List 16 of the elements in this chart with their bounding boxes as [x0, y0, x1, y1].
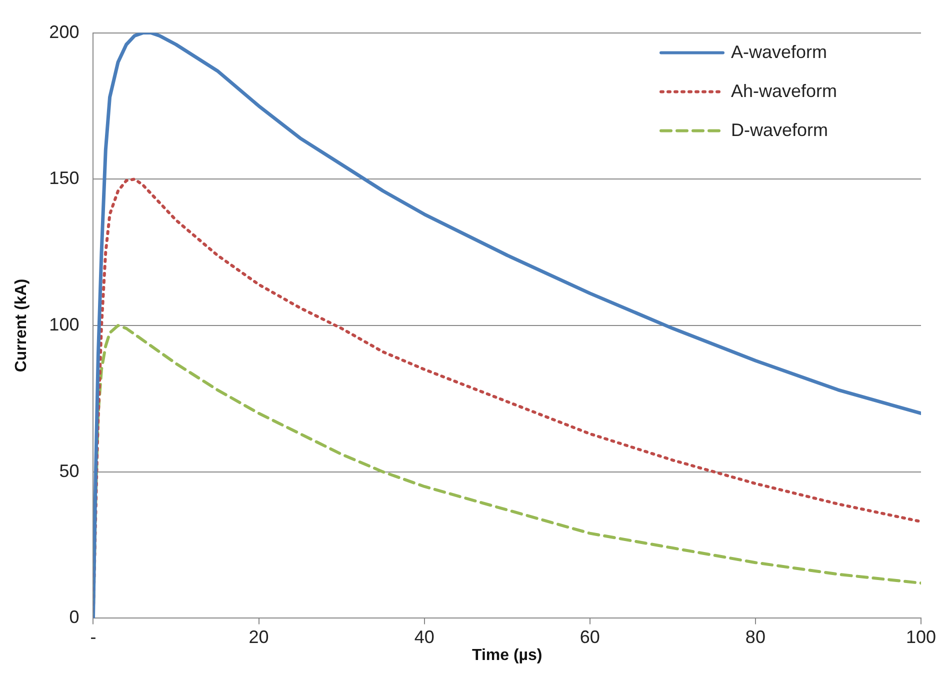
legend-label: A-waveform [731, 42, 828, 62]
legend-label: Ah-waveform [731, 80, 838, 101]
x-tick-label: - [90, 626, 96, 647]
x-tick-label: 20 [248, 626, 269, 647]
y-tick-label: 50 [59, 460, 80, 481]
x-tick-label: 40 [414, 626, 434, 647]
y-tick-label: 150 [49, 168, 80, 188]
y-axis-title: Current (kA) [13, 278, 30, 372]
legend-label: D-waveform [731, 120, 828, 140]
y-tick-label: 0 [69, 607, 80, 628]
x-tick-label: 80 [745, 626, 766, 647]
y-tick-label: 200 [49, 22, 80, 42]
x-tick-label: 100 [906, 626, 936, 647]
y-tick-label: 100 [49, 314, 80, 334]
x-axis-title: Time (µs) [472, 646, 542, 664]
x-tick-label: 60 [580, 626, 600, 647]
